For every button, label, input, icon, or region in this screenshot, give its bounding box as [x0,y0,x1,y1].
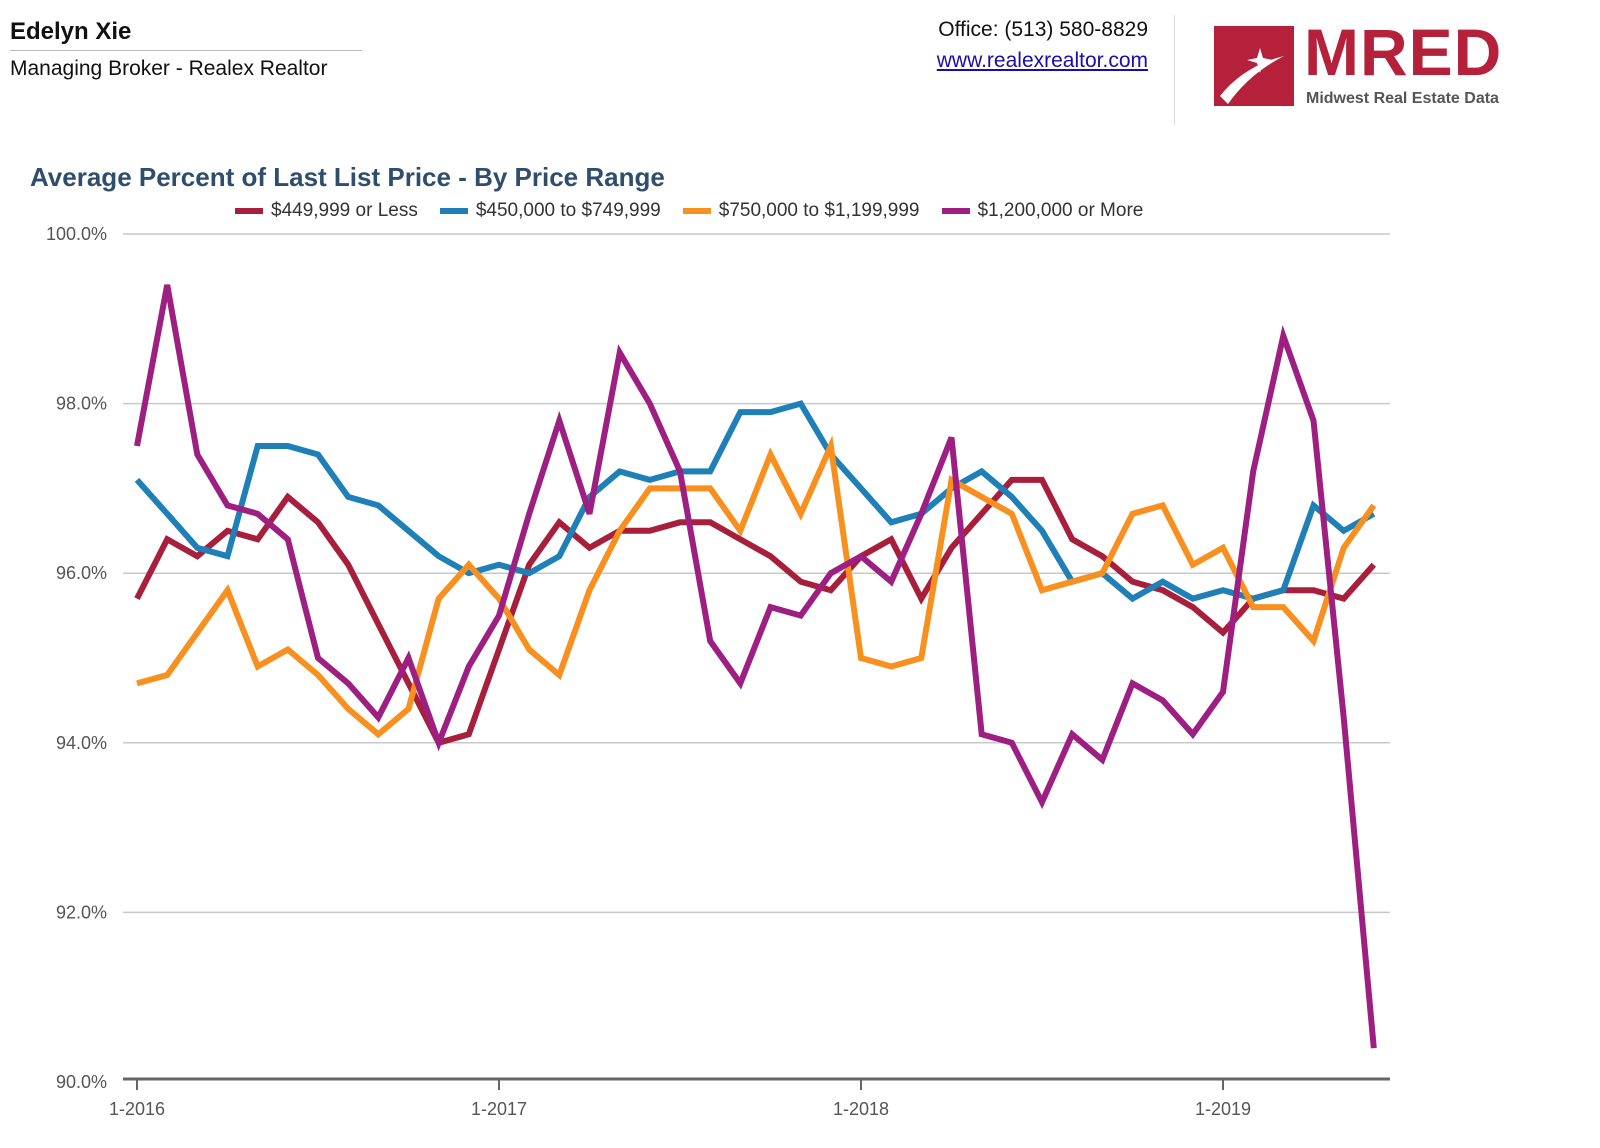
legend-label: $750,000 to $1,199,999 [718,200,920,221]
y-tick-label: 90.0% [56,1072,107,1092]
y-tick-label: 98.0% [56,394,107,414]
legend-swatch [682,208,711,214]
agent-name: Edelyn Xie [10,18,132,45]
y-tick-label: 94.0% [56,733,107,753]
divider [10,50,362,51]
series-line-1 [134,400,1376,603]
logo-text: MRED [1304,15,1503,89]
website-link[interactable]: www.realexrealtor.com [936,49,1148,72]
series-line-0 [134,476,1377,747]
legend-swatch [941,208,970,214]
logo-star-icon [1214,26,1294,106]
legend-item: $750,000 to $1,199,999 [682,200,920,222]
legend: $449,999 or Less $450,000 to $749,999 $7… [235,200,1143,222]
x-tick-label: 1-2018 [833,1099,889,1119]
series-line-3 [134,284,1377,1049]
legend-item: $1,200,000 or More [941,200,1144,222]
legend-item: $450,000 to $749,999 [439,200,661,222]
series-line-2 [136,435,1377,739]
y-tick-label: 96.0% [56,563,107,583]
agent-role: Managing Broker - Realex Realtor [10,57,328,80]
legend-label: $450,000 to $749,999 [475,200,661,221]
x-tick-label: 1-2019 [1195,1099,1251,1119]
legend-swatch [235,208,263,214]
legend-swatch [439,208,468,214]
legend-label: $1,200,000 or More [977,200,1144,221]
office-phone: Office: (513) 580-8829 [938,18,1148,41]
logo-subtext: Midwest Real Estate Data [1306,90,1499,107]
x-tick-label: 1-2016 [109,1099,165,1119]
chart-title: Average Percent of Last List Price - By … [30,162,665,192]
legend-label: $449,999 or Less [271,200,418,221]
x-tick-label: 1-2017 [471,1099,527,1119]
y-tick-label: 92.0% [56,902,107,922]
divider [1174,15,1175,125]
legend-item: $449,999 or Less [235,200,418,222]
y-tick-label: 100.0% [46,224,107,244]
